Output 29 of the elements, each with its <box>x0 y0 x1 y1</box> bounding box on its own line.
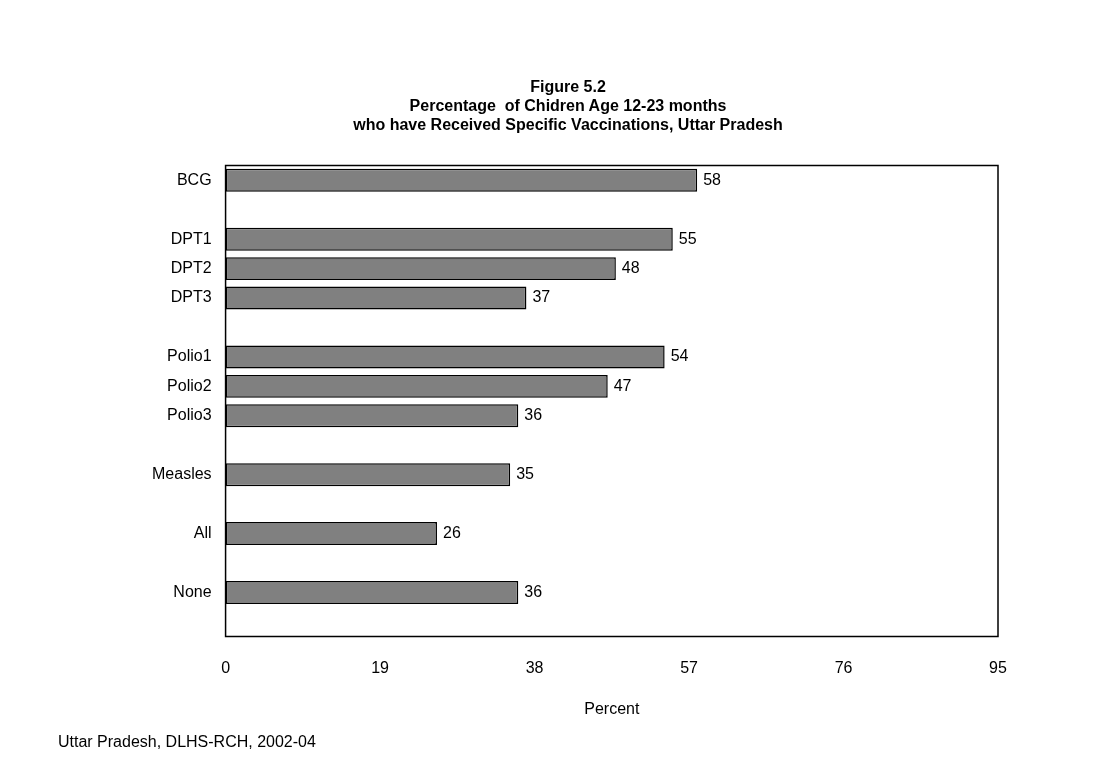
data-label: 54 <box>670 347 689 365</box>
data-label: 36 <box>524 582 543 600</box>
x-tick-label: 57 <box>680 658 699 676</box>
data-label: 55 <box>678 229 697 247</box>
x-axis-title: Percent <box>584 699 640 717</box>
y-tick-label: None <box>173 582 212 600</box>
x-tick-label: 19 <box>371 658 390 676</box>
text: Uttar Pradesh, DLHS-RCH, 2002-04 <box>58 733 316 751</box>
x-tick-label: 95 <box>989 658 1007 676</box>
x-tick-label: 38 <box>525 658 544 676</box>
y-tick-label: Polio3 <box>167 406 212 424</box>
y-tick-label: Polio1 <box>167 347 212 365</box>
data-label: 47 <box>613 376 632 394</box>
chart-title: Figure 5.2 Percentage of Chidren Age 12-23 months who have Received Specific Vaccinations, Uttar Pradesh <box>352 78 783 134</box>
y-tick-label: DPT3 <box>170 288 212 306</box>
y-tick-label: Polio2 <box>167 376 212 394</box>
data-label: 58 <box>703 170 722 188</box>
y-tick-label: All <box>193 523 212 541</box>
y-tick-label: DPT1 <box>170 229 212 247</box>
y-tick-label: BCG <box>176 170 212 188</box>
data-label: 26 <box>442 523 461 541</box>
y-tick-label: Measles <box>152 465 212 483</box>
data-label: 36 <box>524 406 543 424</box>
data-label: 35 <box>516 465 535 483</box>
x-tick-label: 0 <box>221 658 231 676</box>
data-label: 37 <box>532 288 551 306</box>
data-label: 48 <box>621 259 640 277</box>
y-tick-label: DPT2 <box>170 259 212 277</box>
x-tick-label: 76 <box>834 658 853 676</box>
